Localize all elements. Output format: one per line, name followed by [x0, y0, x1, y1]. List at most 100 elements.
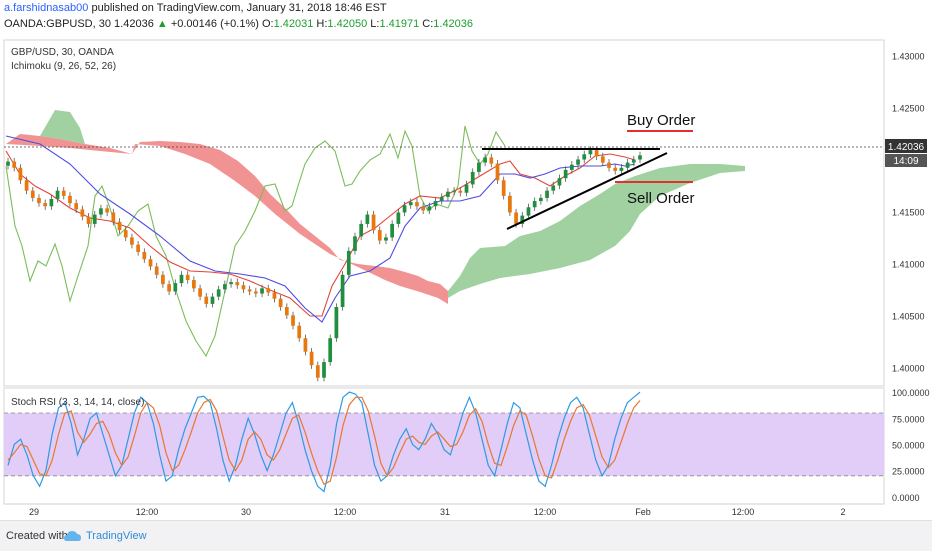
candle-body [161, 274, 165, 285]
candle-body [179, 274, 184, 284]
candle-body [315, 365, 320, 378]
candle-body [105, 208, 109, 213]
footer-bar: Created with TradingView [0, 520, 932, 551]
support-trendline [506, 152, 668, 230]
candle-body [49, 198, 54, 207]
main-pane-title: GBP/USD, 30, OANDA [11, 47, 114, 58]
stoch-rsi-band [4, 413, 884, 476]
candle-body [284, 307, 289, 316]
time-tick-label: Feb [635, 507, 651, 517]
chikou-span-line [5, 125, 506, 358]
time-tick-label: 30 [241, 507, 251, 517]
candle-body [613, 167, 618, 171]
candle-body [390, 223, 395, 238]
candle-body [303, 338, 308, 352]
candle-body [185, 274, 190, 281]
candle-body [582, 154, 587, 160]
candle-body [86, 216, 91, 224]
kijun-sen-line [5, 135, 636, 323]
candle-body [384, 237, 388, 241]
candle-body [371, 214, 376, 231]
candle-body [334, 307, 339, 339]
candle-body [421, 206, 425, 211]
candle-body [551, 185, 556, 191]
candle-body [365, 214, 370, 224]
candle-body [526, 207, 531, 216]
candle-body [415, 202, 419, 207]
price-tick-label: 1.40000 [892, 363, 925, 373]
candle-body [247, 289, 252, 292]
candle-body [260, 288, 264, 294]
candle-body [520, 215, 525, 224]
chart-annotations: Buy Order Sell Order GBP/USD, 30, OANDA … [4, 47, 884, 230]
author-link[interactable]: a.farshidnasab00 [4, 2, 89, 14]
candle-body [210, 296, 215, 304]
candle-body [433, 201, 438, 207]
candle-body [80, 209, 85, 217]
candle-body [545, 190, 549, 198]
countdown-tag-label: 14:09 [893, 156, 918, 167]
up-arrow-icon: ▲ [156, 18, 168, 30]
cloud-bear-1 [6, 134, 448, 304]
candle-body [464, 184, 469, 193]
candle-body [489, 157, 494, 164]
candle-body [346, 250, 351, 275]
candle-body [154, 266, 159, 275]
chart-area[interactable]: Buy Order Sell Order GBP/USD, 30, OANDA … [0, 36, 932, 520]
candle-body [167, 284, 171, 292]
ichimoku-lines [5, 125, 636, 358]
candle-body [477, 162, 481, 172]
time-tick-label: 31 [440, 507, 450, 517]
candle-body [452, 190, 456, 192]
candle-body [55, 190, 60, 199]
candle-body [61, 190, 66, 196]
price-tick-label: 1.43000 [892, 52, 925, 62]
candle-body [483, 157, 487, 163]
stoch-d-line [7, 396, 641, 486]
stoch-rsi-series [4, 391, 884, 493]
candle-body [470, 171, 475, 185]
time-tick-label: 12:00 [334, 507, 357, 517]
price-axis[interactable]: 1.43000 1.42500 1.41500 1.41000 1.40500 1.400… [892, 52, 925, 374]
candle-body [619, 167, 624, 171]
stoch-rsi-tick-label: 100.0000 [892, 388, 930, 398]
candle-body [377, 230, 382, 241]
stoch-rsi-tick-label: 75.0000 [892, 414, 925, 424]
candle-body [446, 191, 450, 197]
current-price-tag-label: 1.42036 [888, 142, 925, 153]
candle-body [458, 190, 463, 193]
candle-body [340, 274, 345, 308]
candle-body [631, 159, 636, 163]
last-price: 1.42036 [114, 18, 154, 30]
candle-body [74, 203, 79, 210]
price-chart-svg[interactable]: Buy Order Sell Order GBP/USD, 30, OANDA … [0, 36, 932, 520]
stoch-rsi-axis[interactable]: 100.0000 75.0000 50.0000 25.0000 0.0000 [892, 388, 930, 503]
stoch-rsi-tick-label: 25.0000 [892, 467, 925, 477]
candle-body [322, 362, 326, 378]
current-price-tag [885, 139, 927, 153]
candle-body [253, 291, 258, 294]
candle-body [569, 164, 574, 170]
candle-body [173, 283, 178, 292]
time-axis[interactable]: 29 12:00 30 12:00 31 12:00 Feb 12:00 2 [29, 507, 846, 517]
candle-body [359, 223, 364, 237]
candle-body [607, 162, 611, 168]
candle-body [68, 195, 72, 204]
tradingview-brand-link[interactable]: TradingView [86, 530, 147, 542]
candle-body [278, 298, 283, 308]
candle-body [99, 208, 103, 215]
candle-body [495, 163, 500, 181]
stoch-k-line [7, 391, 641, 493]
publish-text: published on TradingView.com, January 31… [91, 2, 387, 14]
candle-body [12, 161, 17, 168]
candle-body [557, 178, 562, 186]
stoch-rsi-tick-label: 0.0000 [892, 493, 920, 503]
tradingview-cloud-icon [64, 531, 81, 541]
stoch-rsi-title: Stoch RSI (3, 3, 14, 14, close) [11, 397, 144, 408]
symbol-label: OANDA:GBPUSD, 30 [4, 18, 111, 30]
candle-body [396, 212, 401, 224]
created-with-text: Created with [6, 530, 68, 542]
candle-body [297, 325, 302, 339]
chart-header: a.farshidnasab00 published on TradingVie… [0, 0, 932, 36]
candle-body [92, 214, 97, 224]
